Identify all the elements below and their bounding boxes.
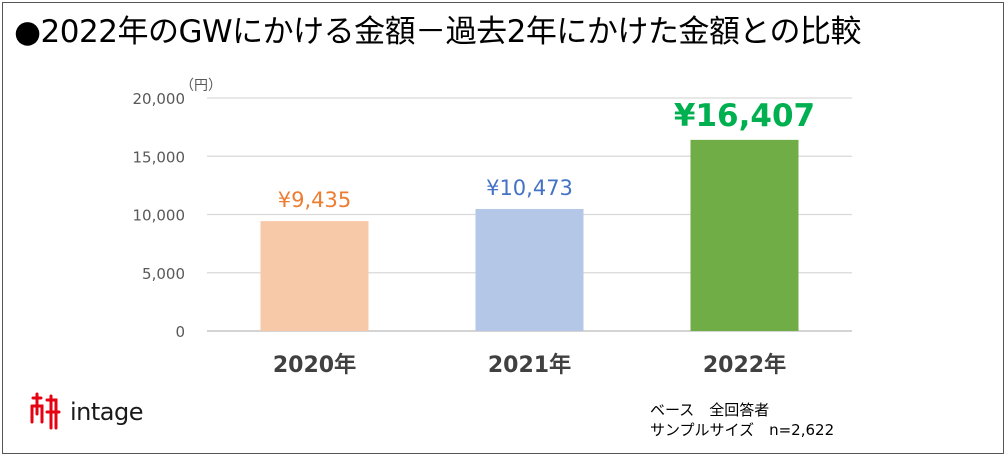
logo-text: intage	[70, 398, 144, 426]
y-tick-label: 0	[175, 323, 185, 341]
bar	[475, 208, 584, 331]
x-tick-label: 2022年	[703, 352, 786, 378]
base-text: ベース 全回答者	[650, 401, 770, 419]
y-tick-label: 20,000	[133, 90, 186, 108]
sample-note: ベース 全回答者 サンプルサイズ n=2,622	[650, 400, 834, 440]
y-unit-label: （円）	[180, 78, 222, 94]
data-label: ¥16,407	[674, 98, 815, 134]
sample-size-text: サンプルサイズ n=2,622	[650, 421, 835, 439]
intage-logo: intage	[28, 392, 144, 432]
bar	[260, 221, 369, 331]
y-tick-label: 15,000	[133, 148, 186, 166]
bar	[690, 139, 799, 331]
x-tick-label: 2021年	[488, 352, 571, 378]
intage-mark-icon	[30, 392, 61, 430]
data-label: ¥9,435	[278, 188, 351, 212]
y-tick-label: 5,000	[142, 265, 185, 283]
x-tick-label: 2020年	[273, 352, 356, 378]
chart-title: ●2022年のGWにかける金額－過去2年にかけた金額との比較	[14, 14, 862, 50]
y-tick-label: 10,000	[133, 207, 186, 225]
data-label: ¥10,473	[486, 176, 573, 200]
